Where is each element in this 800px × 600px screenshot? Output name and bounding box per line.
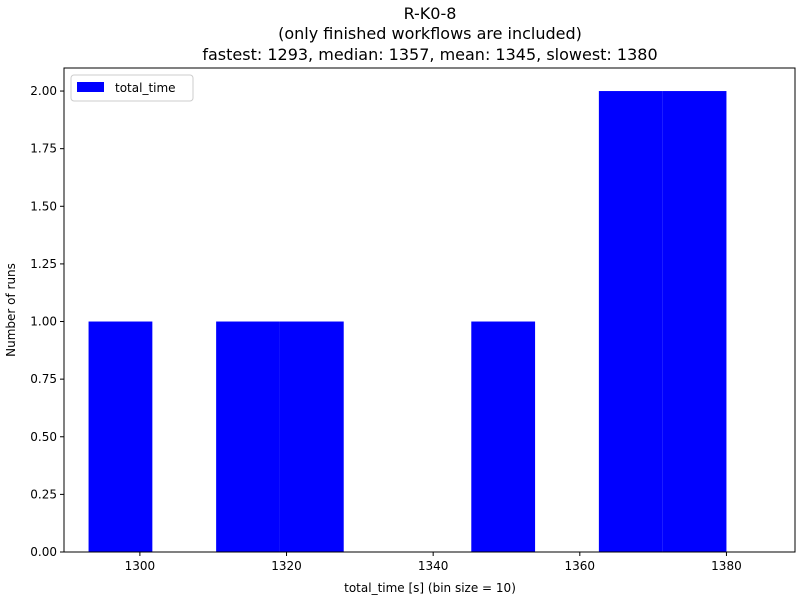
x-tick-label: 1380 [711,559,742,573]
y-tick-label: 1.25 [30,257,57,271]
x-tick-label: 1300 [125,559,156,573]
y-axis-label: Number of runs [4,263,18,357]
y-tick-label: 1.00 [30,315,57,329]
histogram-bar [662,91,727,553]
x-axis-label: total_time [s] (bin size = 10) [344,581,516,595]
histogram-bar [88,321,153,552]
histogram-bar [598,91,663,553]
y-tick-label: 0.25 [30,487,57,501]
y-tick-label: 1.75 [30,142,57,156]
ticks-group: 1300 1320 1340 1360 1380 0.00 0.25 0.50 0.75 1.00… [30,84,741,573]
y-tick-label: 0.50 [30,430,57,444]
y-tick-label: 0.00 [30,545,57,559]
chart-title: R-K0-8 (only finished workflows are incl… [202,4,657,64]
y-tick-label: 2.00 [30,84,57,98]
legend: total_time [70,74,194,102]
x-tick-label: 1340 [418,559,449,573]
legend-box [70,74,194,102]
histogram-bar [279,321,344,552]
y-tick-label: 0.75 [30,372,57,386]
histogram-bar [471,321,536,552]
chart-title-line-1: R-K0-8 [404,4,457,23]
x-tick-label: 1360 [565,559,596,573]
legend-label: total_time [115,81,176,95]
plot-frame [63,67,796,553]
chart-title-line-2: (only finished workflows are included) [278,24,582,43]
chart-title-line-3: fastest: 1293, median: 1357, mean: 1345,… [202,45,657,64]
x-tick-label: 1320 [271,559,302,573]
bars-group [88,91,727,553]
histogram-bar [216,321,280,552]
legend-swatch [77,82,104,92]
y-tick-label: 1.50 [30,199,57,213]
